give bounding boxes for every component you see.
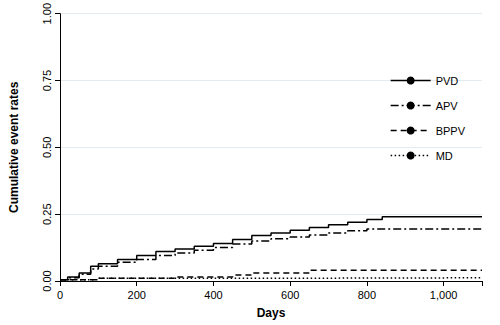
- svg-text:1,000: 1,000: [430, 289, 458, 301]
- svg-text:600: 600: [281, 289, 299, 301]
- svg-text:Cumulative event rates: Cumulative event rates: [7, 81, 21, 213]
- svg-text:1.00: 1.00: [41, 3, 53, 24]
- svg-text:BPPV: BPPV: [436, 125, 466, 137]
- svg-text:0: 0: [57, 289, 63, 301]
- svg-text:Days: Days: [257, 306, 286, 320]
- svg-text:800: 800: [358, 289, 376, 301]
- svg-text:400: 400: [204, 289, 222, 301]
- svg-text:200: 200: [128, 289, 146, 301]
- svg-text:PVD: PVD: [436, 75, 459, 87]
- svg-text:0.50: 0.50: [41, 137, 53, 158]
- svg-text:0.25: 0.25: [41, 203, 53, 224]
- svg-text:APV: APV: [436, 100, 459, 112]
- svg-text:0.00: 0.00: [41, 270, 53, 291]
- svg-text:MD: MD: [436, 150, 453, 162]
- svg-text:0.75: 0.75: [41, 70, 53, 91]
